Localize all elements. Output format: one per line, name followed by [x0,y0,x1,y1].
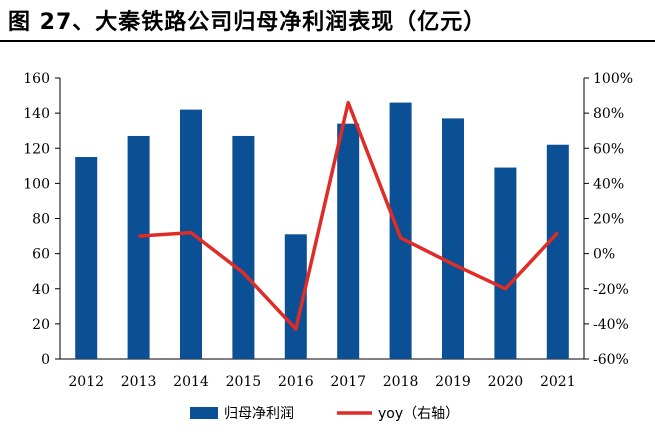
left-tick-label: 20 [32,317,50,333]
title-underline [0,40,655,42]
right-tick-label: -40% [593,317,629,333]
left-tick-label: 100 [23,176,50,192]
left-tick-label: 160 [23,71,50,87]
line-series [138,100,560,331]
x-tick-label: 2015 [226,374,262,390]
right-tick-label: 60% [593,141,624,157]
x-axis-ticks: 2012 2013 2014 2015 2016 2017 2018 2019 2020 2021 [68,374,575,390]
legend-bar-swatch [190,407,218,419]
x-tick-label: 2016 [278,374,314,390]
bar-2021 [546,144,569,359]
right-tick-label: 20% [593,212,624,228]
left-tick-label: 60 [32,247,50,263]
bar-2013 [127,135,150,359]
bar-2016 [284,234,307,359]
x-tick-label: 2014 [173,374,209,390]
legend: 归母净利润 yoy（右轴） [190,405,459,422]
bar-2015 [232,135,255,359]
bar-2018 [389,102,412,360]
x-tick-label: 2012 [68,374,104,390]
right-tick-label: 40% [593,176,624,192]
x-tick-label: 2018 [383,374,419,390]
right-tick-label: -20% [593,282,629,298]
right-tick-label: -60% [593,352,629,368]
x-tick-label: 2017 [330,374,366,390]
left-tick-label: 40 [32,282,50,298]
legend-bar-label: 归母净利润 [224,405,294,422]
x-tick-label: 2019 [435,374,471,390]
left-tick-label: 0 [41,352,50,368]
axes: 0 20 40 60 80 100 120 140 160 -60% -40% -20% 0% 20% 40… [23,71,633,368]
right-tick-label: 100% [593,71,633,87]
right-tick-label: 80% [593,106,624,122]
bar-2017 [337,123,360,359]
chart-title: 图 27、大秦铁路公司归母净利润表现（亿元） [8,10,487,35]
x-tick-label: 2013 [121,374,157,390]
left-tick-label: 140 [23,106,50,122]
bar-2019 [441,118,465,359]
x-tick-label: 2020 [488,374,524,390]
bar-2012 [75,157,98,359]
right-tick-label: 0% [593,247,615,263]
left-tick-label: 80 [32,212,50,228]
bar-series [75,102,569,360]
bar-2020 [494,167,517,359]
left-tick-label: 120 [23,141,50,157]
legend-line-label: yoy（右轴） [378,406,459,422]
x-tick-label: 2021 [540,374,576,390]
